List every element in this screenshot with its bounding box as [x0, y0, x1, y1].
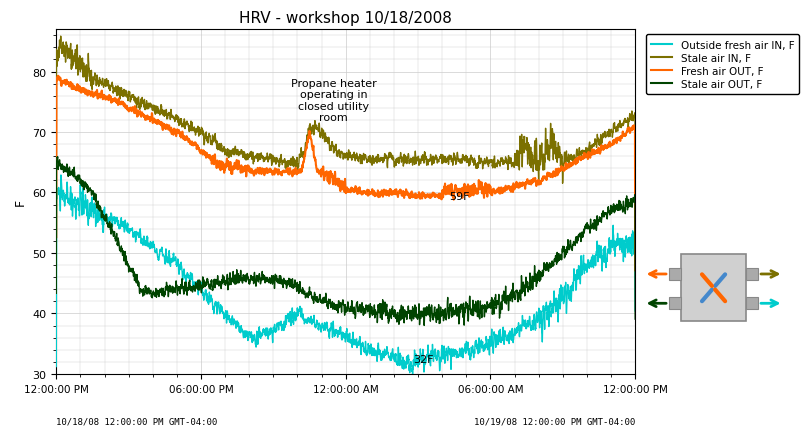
Bar — [680, 255, 745, 322]
Text: 10/18/08 12:00:00 PM GMT-04:00: 10/18/08 12:00:00 PM GMT-04:00 — [56, 417, 218, 426]
Text: 59F: 59F — [449, 191, 469, 201]
Bar — [745, 268, 757, 280]
Text: 10/19/08 12:00:00 PM GMT-04:00: 10/19/08 12:00:00 PM GMT-04:00 — [473, 417, 634, 426]
Y-axis label: F: F — [14, 199, 26, 206]
Bar — [668, 298, 680, 310]
Legend: Outside fresh air IN, F, Stale air IN, F, Fresh air OUT, F, Stale air OUT, F: Outside fresh air IN, F, Stale air IN, F… — [646, 35, 798, 95]
Title: HRV - workshop 10/18/2008: HRV - workshop 10/18/2008 — [239, 11, 451, 26]
Bar — [668, 268, 680, 280]
Text: Propane heater
operating in
closed utility
room: Propane heater operating in closed utili… — [291, 78, 376, 123]
Bar — [745, 298, 757, 310]
Text: 32F: 32F — [413, 354, 433, 364]
